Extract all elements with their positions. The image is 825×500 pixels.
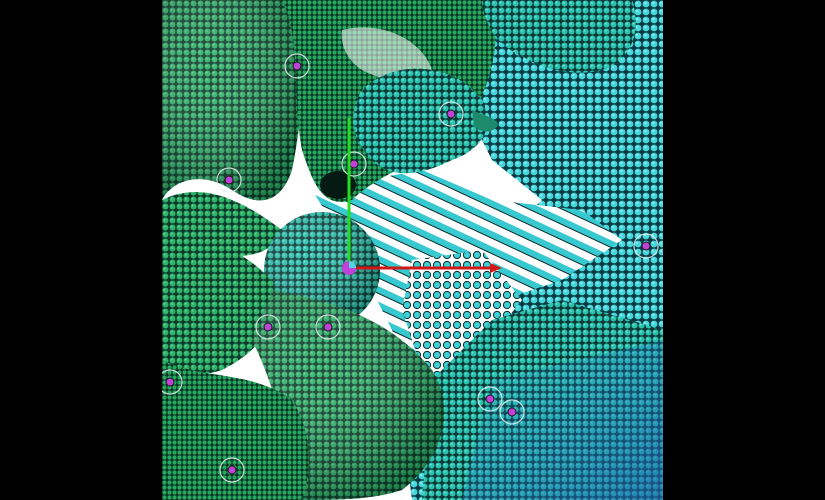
x-axis-arrow-icon[interactable] [490,263,502,273]
marker-ring [284,53,310,79]
marker-ring [255,314,281,340]
marker-point[interactable] [507,407,517,417]
marker-point[interactable] [227,465,237,475]
marker-point[interactable] [641,241,651,251]
marker-ring [477,386,503,412]
axis-gizmo[interactable] [342,118,502,275]
teal-blob-tip [472,110,498,132]
marker-group [162,53,659,483]
marker-point[interactable] [349,159,359,169]
teal-blob-upper [353,68,488,174]
teal-bulge-top-right [482,0,636,73]
particle-scene[interactable] [162,0,663,500]
marker-ring [216,167,242,193]
marker-ring [162,369,183,395]
marker-ring [499,399,525,425]
marker-point[interactable] [323,322,333,332]
marker-ring [438,101,464,127]
marker-point[interactable] [485,394,495,404]
sparse-cyan-region [402,250,522,390]
dark-hole [320,171,356,199]
marker-point[interactable] [263,322,273,332]
marker-ring [341,151,367,177]
green-lobe-shading [162,0,302,201]
gizmo-origin-quadrant [349,261,356,268]
marker-ring [315,314,341,340]
blue-shade-overlay [462,340,663,500]
letterbox-right [663,0,825,500]
marker-point[interactable] [292,61,302,71]
marker-ring [633,233,659,259]
green-fan-lower-left [162,237,275,375]
marker-point[interactable] [165,377,175,387]
gap-top-center [341,27,432,82]
marker-ring [219,457,245,483]
marker-point[interactable] [446,109,456,119]
green-mass-bottom-left [162,360,309,500]
marker-point[interactable] [224,175,234,185]
letterbox-left [0,0,162,500]
3d-viewport[interactable] [162,0,663,500]
